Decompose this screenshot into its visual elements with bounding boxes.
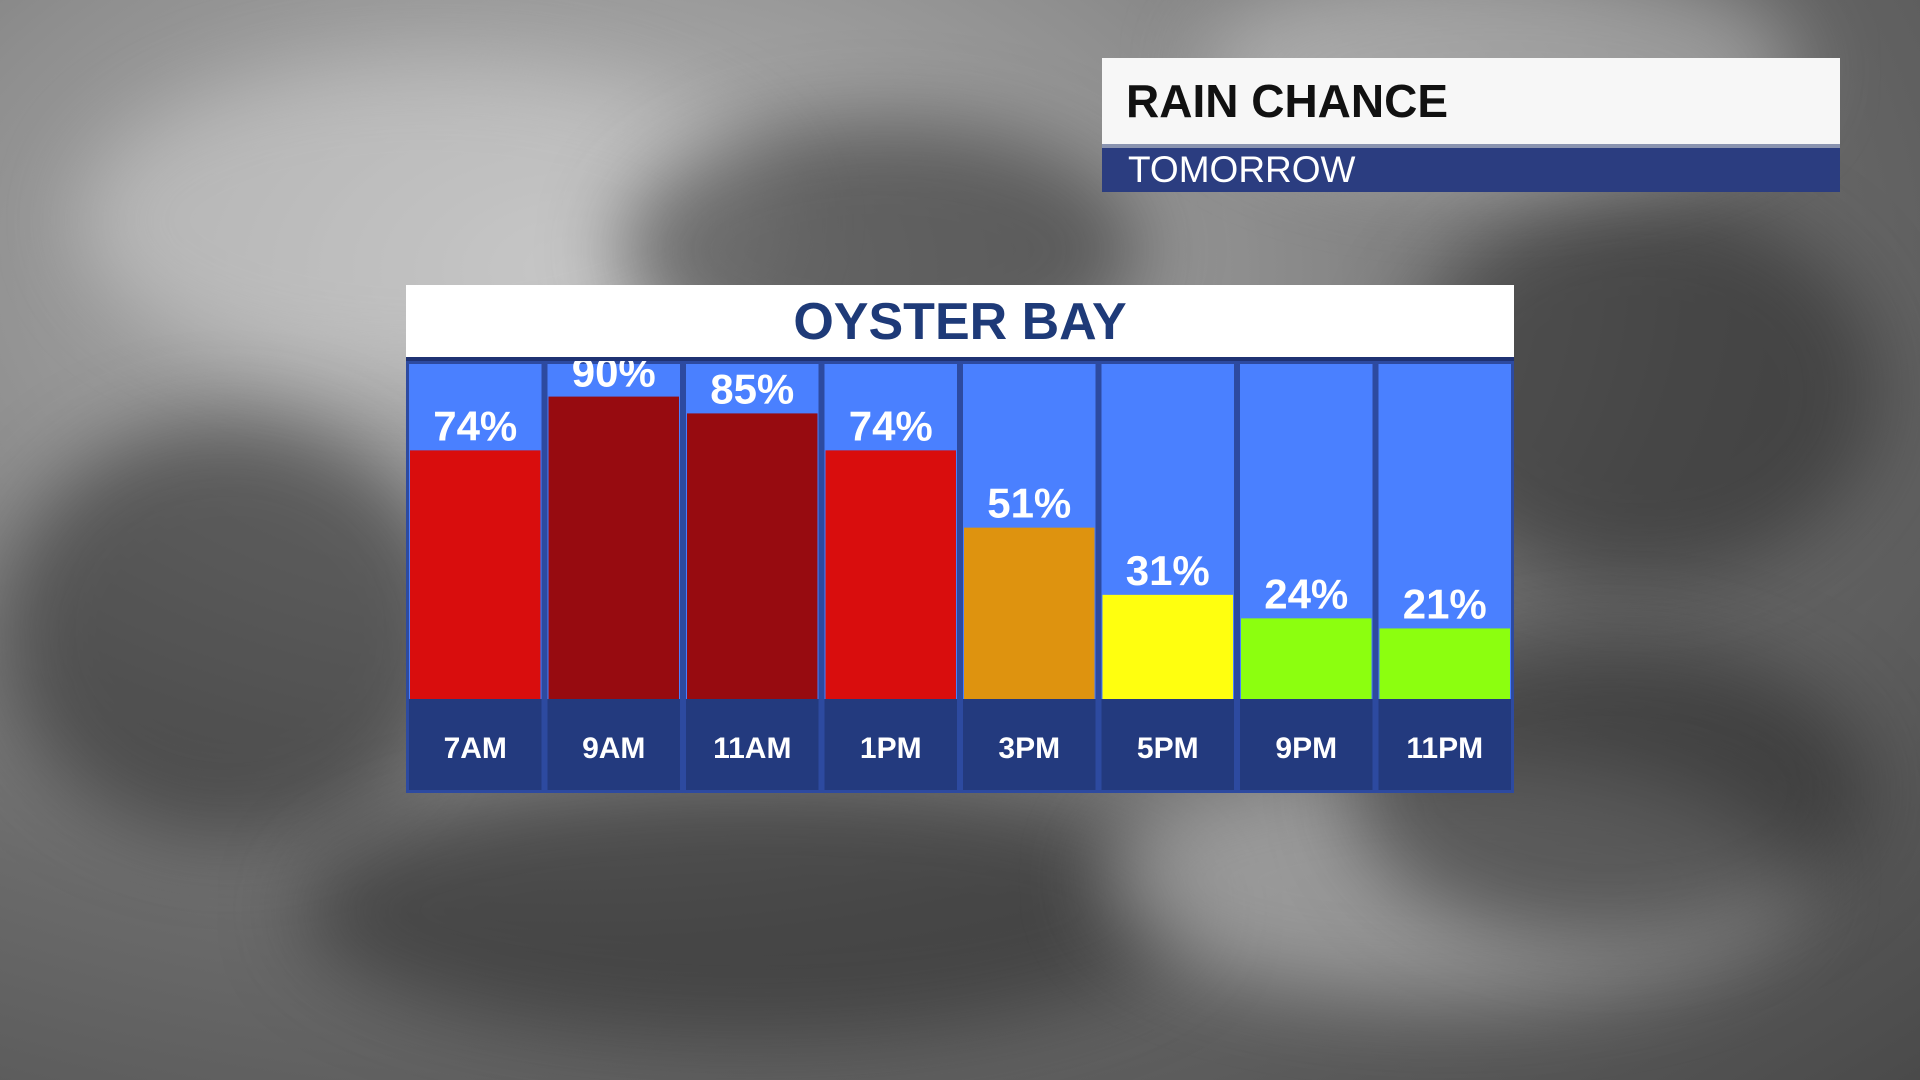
category-strip (963, 699, 1096, 790)
category-strip (1240, 699, 1373, 790)
bar (1241, 618, 1372, 699)
data-label: 74% (433, 402, 517, 449)
header-title: RAIN CHANCE (1102, 58, 1840, 144)
data-label: 31% (1126, 547, 1210, 594)
category-label: 7AM (444, 732, 507, 765)
data-label: 51% (987, 480, 1071, 527)
bar (410, 450, 541, 699)
rain-chance-chart: 74% 7AM 90% 9AM 85% 11AM 74% 1PM 51% 3PM 31% 5PM 24%… (406, 361, 1514, 793)
data-label: 74% (849, 402, 933, 449)
category-strip (1378, 699, 1511, 790)
header-subtitle: TOMORROW (1102, 148, 1840, 192)
category-label: 9PM (1275, 732, 1337, 765)
title-rule (406, 357, 1514, 361)
category-label: 3PM (998, 732, 1060, 765)
bar (1379, 628, 1510, 699)
header-box: RAIN CHANCE TOMORROW (1102, 58, 1840, 192)
bar (548, 396, 679, 699)
header-divider (1102, 144, 1840, 148)
category-strip (409, 699, 542, 790)
category-label: 11PM (1406, 732, 1483, 765)
category-label: 5PM (1137, 732, 1199, 765)
data-label: 24% (1264, 570, 1348, 617)
category-label: 11AM (713, 732, 791, 765)
category-strip (1101, 699, 1234, 790)
category-strip (547, 699, 680, 790)
category-label: 9AM (582, 732, 645, 765)
category-label: 1PM (860, 732, 922, 765)
bar (687, 413, 818, 699)
category-strip (686, 699, 819, 790)
bar (825, 450, 956, 699)
bar (1102, 594, 1233, 699)
data-label: 90% (572, 361, 656, 396)
bar (964, 527, 1095, 699)
category-strip (824, 699, 957, 790)
location-title: OYSTER BAY (406, 285, 1514, 357)
rain-chance-panel: OYSTER BAY 74% 7AM 90% 9AM 85% 11AM 74% 1PM 51% 3… (406, 285, 1514, 793)
data-label: 21% (1403, 580, 1487, 627)
data-label: 85% (710, 365, 794, 412)
